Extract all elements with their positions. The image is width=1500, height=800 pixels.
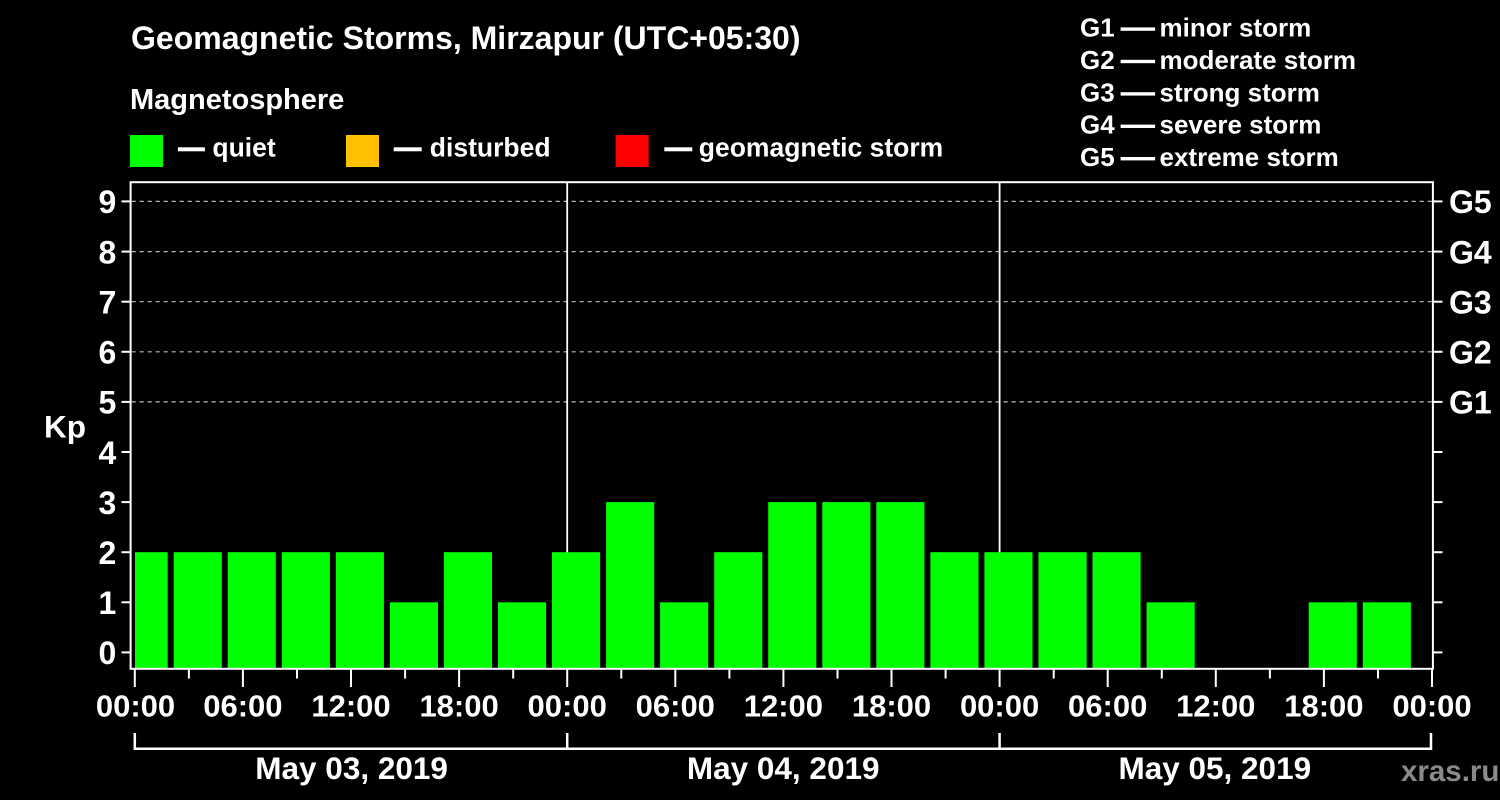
svg-text:12:00: 12:00 — [744, 689, 823, 724]
svg-text:G3: G3 — [1449, 285, 1492, 321]
svg-text:18:00: 18:00 — [419, 689, 498, 724]
svg-text:extreme storm: extreme storm — [1160, 142, 1339, 172]
svg-text:8: 8 — [99, 234, 117, 270]
svg-text:1: 1 — [99, 585, 117, 621]
svg-text:G4: G4 — [1080, 110, 1115, 140]
svg-text:G2: G2 — [1449, 335, 1492, 371]
svg-text:May 04, 2019: May 04, 2019 — [687, 750, 880, 786]
svg-text:moderate storm: moderate storm — [1160, 45, 1357, 75]
svg-text:G2: G2 — [1080, 45, 1115, 75]
svg-text:12:00: 12:00 — [311, 689, 390, 724]
svg-text:severe storm: severe storm — [1160, 110, 1322, 140]
svg-text:9: 9 — [99, 184, 117, 220]
svg-text:minor storm: minor storm — [1160, 13, 1312, 43]
svg-text:May 03, 2019: May 03, 2019 — [255, 750, 448, 786]
svg-text:strong storm: strong storm — [1160, 77, 1320, 107]
svg-text:G3: G3 — [1080, 77, 1115, 107]
svg-text:2: 2 — [99, 535, 117, 571]
svg-text:06:00: 06:00 — [636, 689, 715, 724]
svg-text:disturbed: disturbed — [430, 133, 551, 163]
svg-text:00:00: 00:00 — [1392, 689, 1471, 724]
svg-text:00:00: 00:00 — [528, 689, 607, 724]
svg-text:Magnetosphere: Magnetosphere — [130, 84, 344, 116]
svg-text:0: 0 — [99, 635, 117, 671]
svg-text:4: 4 — [99, 435, 117, 471]
svg-text:5: 5 — [99, 385, 117, 421]
svg-text:18:00: 18:00 — [852, 689, 931, 724]
svg-text:Geomagnetic Storms, Mirzapur (: Geomagnetic Storms, Mirzapur (UTC+05:30) — [131, 20, 800, 56]
svg-text:G1: G1 — [1449, 385, 1492, 421]
svg-text:06:00: 06:00 — [203, 689, 282, 724]
svg-text:12:00: 12:00 — [1176, 689, 1255, 724]
svg-text:G1: G1 — [1080, 13, 1115, 43]
svg-text:00:00: 00:00 — [96, 689, 175, 724]
svg-text:18:00: 18:00 — [1284, 689, 1363, 724]
svg-text:quiet: quiet — [212, 133, 275, 163]
svg-text:3: 3 — [99, 485, 117, 521]
svg-text:6: 6 — [99, 335, 117, 371]
svg-text:00:00: 00:00 — [960, 689, 1039, 724]
svg-text:geomagnetic storm: geomagnetic storm — [699, 133, 943, 163]
svg-text:Kp: Kp — [44, 409, 86, 445]
svg-text:G4: G4 — [1449, 234, 1492, 270]
svg-text:xras.ru: xras.ru — [1401, 755, 1499, 788]
svg-text:G5: G5 — [1080, 142, 1115, 172]
svg-text:May 05, 2019: May 05, 2019 — [1118, 750, 1311, 786]
svg-text:06:00: 06:00 — [1068, 689, 1147, 724]
svg-text:7: 7 — [99, 285, 117, 321]
svg-text:G5: G5 — [1449, 184, 1492, 220]
